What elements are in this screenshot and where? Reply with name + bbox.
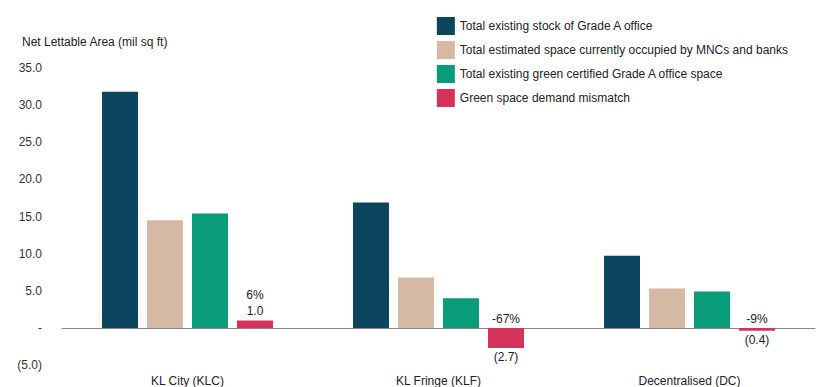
svg-text:(5.0): (5.0) bbox=[17, 358, 42, 372]
svg-text:Total existing stock of Grade: Total existing stock of Grade A office bbox=[460, 19, 653, 33]
svg-text:30.0: 30.0 bbox=[19, 98, 43, 112]
svg-text:-: - bbox=[38, 321, 42, 335]
svg-text:-67%: -67% bbox=[492, 312, 520, 326]
svg-text:5.0: 5.0 bbox=[25, 284, 42, 298]
svg-text:Total existing green certified: Total existing green certified Grade A o… bbox=[460, 67, 723, 81]
svg-text:25.0: 25.0 bbox=[19, 135, 43, 149]
svg-text:20.0: 20.0 bbox=[19, 172, 43, 186]
svg-text:-9%: -9% bbox=[746, 312, 768, 326]
svg-text:1.0: 1.0 bbox=[247, 304, 264, 318]
svg-text:Total estimated space currentl: Total estimated space currently occupied… bbox=[460, 43, 788, 57]
svg-text:(0.4): (0.4) bbox=[745, 333, 770, 347]
svg-text:KL Fringe (KLF): KL Fringe (KLF) bbox=[396, 374, 481, 387]
svg-text:(2.7): (2.7) bbox=[494, 350, 519, 364]
svg-text:6%: 6% bbox=[246, 288, 264, 302]
svg-text:35.0: 35.0 bbox=[19, 61, 43, 75]
svg-text:Net Lettable Area (mil sq ft): Net Lettable Area (mil sq ft) bbox=[22, 35, 167, 49]
svg-text:15.0: 15.0 bbox=[19, 210, 43, 224]
svg-text:KL City (KLC): KL City (KLC) bbox=[151, 374, 224, 387]
svg-text:Green space demand mismatch: Green space demand mismatch bbox=[460, 91, 630, 105]
svg-text:10.0: 10.0 bbox=[19, 247, 43, 261]
svg-text:Decentralised (DC): Decentralised (DC) bbox=[638, 374, 740, 387]
